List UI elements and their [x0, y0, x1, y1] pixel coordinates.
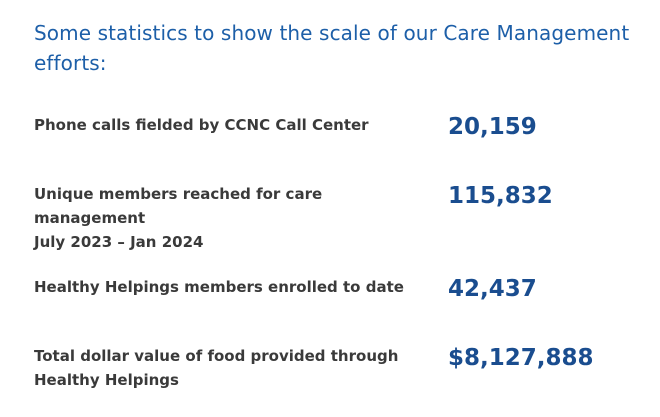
- intro-heading: Some statistics to show the scale of our…: [34, 21, 630, 75]
- stat-label-line: Phone calls fielded by CCNC Call Center: [34, 116, 369, 134]
- stat-value: 42,437: [448, 276, 537, 302]
- stat-label: Phone calls fielded by CCNC Call Center: [34, 113, 434, 137]
- stat-label: Total dollar value of food provided thro…: [34, 344, 434, 392]
- stat-label-line: Unique members reached for care manageme…: [34, 185, 323, 227]
- stat-label: Healthy Helpings members enrolled to dat…: [34, 275, 434, 299]
- stat-label-line: Healthy Helpings: [34, 371, 179, 389]
- stat-value: $8,127,888: [448, 345, 594, 371]
- stat-value: 20,159: [448, 114, 537, 140]
- stat-label: Unique members reached for care manageme…: [34, 182, 434, 254]
- stat-label-line: Total dollar value of food provided thro…: [34, 347, 399, 365]
- stat-label-line: July 2023 – Jan 2024: [34, 233, 204, 251]
- stat-label-line: Healthy Helpings members enrolled to dat…: [34, 278, 404, 296]
- stat-value: 115,832: [448, 183, 553, 209]
